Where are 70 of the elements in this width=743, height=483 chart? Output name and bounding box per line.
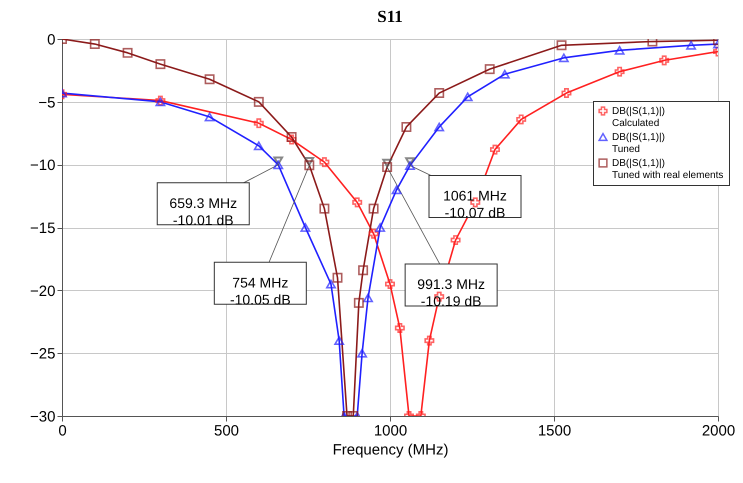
x-tick-label: 2000 xyxy=(702,422,736,440)
x-tick-label: 1000 xyxy=(374,422,408,440)
point xyxy=(392,185,402,194)
point xyxy=(122,48,133,58)
point xyxy=(155,59,166,70)
point xyxy=(424,336,434,346)
x-tick-label: 500 xyxy=(214,422,240,440)
point xyxy=(334,336,344,346)
legend-label: DB(|S(1,1)|) Tuned with real elements xyxy=(612,158,724,181)
point xyxy=(273,160,284,170)
y-tick-label: 0 xyxy=(47,32,56,48)
point xyxy=(286,134,297,145)
point xyxy=(300,223,310,232)
point xyxy=(401,122,412,132)
point xyxy=(614,46,625,55)
point xyxy=(614,66,625,77)
point xyxy=(558,53,569,62)
point xyxy=(326,280,336,288)
point xyxy=(254,141,264,150)
point xyxy=(319,157,330,168)
point xyxy=(556,40,567,50)
point xyxy=(385,279,395,290)
point xyxy=(368,228,379,239)
point xyxy=(352,197,362,208)
point xyxy=(450,235,461,246)
legend-label: DB(|S(1,1)|) Calculated xyxy=(612,106,665,129)
point xyxy=(254,96,264,107)
y-tick-label: −5 xyxy=(38,94,56,112)
point xyxy=(516,114,526,124)
x-axis-title: Frequency (MHz) xyxy=(332,442,448,458)
point xyxy=(304,160,314,170)
point xyxy=(354,298,364,308)
point xyxy=(358,265,368,276)
point xyxy=(647,39,658,46)
y-tick-label: −25 xyxy=(30,346,56,363)
point xyxy=(332,272,343,283)
point xyxy=(490,144,500,155)
point xyxy=(659,55,670,66)
y-tick-label: −20 xyxy=(30,282,56,300)
point xyxy=(363,293,374,302)
point xyxy=(375,223,386,232)
point xyxy=(561,88,572,98)
legend-label: DB(|S(1,1)|) Tuned xyxy=(612,132,665,155)
annotation: 991.3 MHz -10.19 dB xyxy=(417,276,485,310)
point xyxy=(462,92,473,102)
point xyxy=(500,70,510,79)
x-tick-label: 0 xyxy=(58,422,67,440)
point xyxy=(368,204,379,214)
annotation: 754 MHz -10.05 dB xyxy=(230,274,291,308)
annotation: 1061 MHz -10.07 dB xyxy=(443,188,507,221)
chart-title: S11 xyxy=(377,7,403,26)
point xyxy=(434,122,444,132)
x-tick-label: 1500 xyxy=(538,422,572,440)
point xyxy=(686,40,696,50)
point xyxy=(484,64,495,74)
y-tick-label: −10 xyxy=(30,157,56,174)
point xyxy=(90,39,100,50)
point xyxy=(394,323,405,334)
point xyxy=(204,74,215,84)
point xyxy=(319,204,330,214)
point xyxy=(405,161,415,170)
point xyxy=(286,132,297,142)
y-tick-label: −15 xyxy=(30,220,56,237)
point xyxy=(357,348,368,358)
point xyxy=(382,162,392,172)
point xyxy=(254,118,264,128)
y-tick-label: −30 xyxy=(30,408,56,426)
point xyxy=(434,88,444,98)
point xyxy=(204,112,215,122)
annotation: 659.3 MHz -10.01 dB xyxy=(169,194,238,228)
